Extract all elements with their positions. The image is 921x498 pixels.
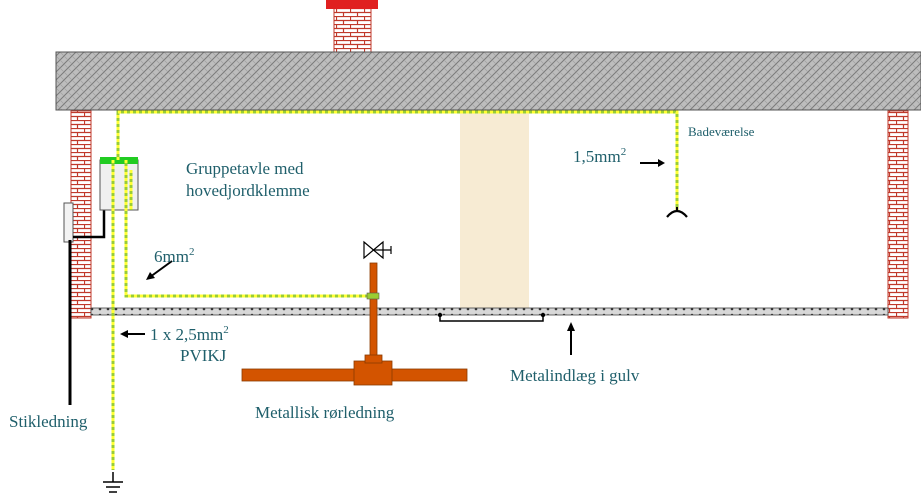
earth-ground-icon [103, 472, 123, 493]
roof [55, 51, 921, 111]
column-bond [439, 315, 544, 322]
right-brick-wall [887, 110, 909, 319]
pvikj-label-line2: PVIKJ [180, 346, 227, 365]
pipe-clamp [366, 292, 380, 300]
metal-pipe [241, 262, 468, 386]
arrow-6mm [146, 260, 173, 280]
floor-metal-insert [90, 307, 889, 316]
annotation-arrows [120, 159, 665, 355]
bathroom-earth-terminal [666, 207, 688, 218]
wire-6mm-label: 6mm2 [154, 246, 194, 266]
metallisk-rorledning-label: Metallisk rørledning [255, 403, 395, 422]
internal-column [460, 111, 529, 308]
valve-icon [363, 240, 392, 260]
arrow-pvikj [120, 330, 145, 338]
badevaerelse-label: Badeværelse [688, 124, 755, 139]
chimney-cap [326, 0, 378, 9]
gruppetavle-label-line1: Gruppetavle med [186, 159, 304, 178]
pvikj-label-line1: 1 x 2,5mm2 [150, 324, 229, 344]
chimney [326, 0, 378, 55]
stikledning-label: Stikledning [9, 412, 88, 431]
arrow-metalindlaeg [567, 322, 575, 355]
panel-feed-cable [73, 208, 106, 239]
left-brick-wall [70, 110, 92, 319]
wire-15mm-label: 1,5mm2 [573, 146, 626, 166]
metalindlaeg-label: Metalindlæg i gulv [510, 366, 640, 385]
arrow-15mm [640, 159, 665, 167]
meter-box [63, 202, 74, 243]
earth-wiring [111, 110, 679, 470]
panel-top-strip [100, 157, 138, 164]
gruppetavle-label-line2: hovedjordklemme [186, 181, 310, 200]
